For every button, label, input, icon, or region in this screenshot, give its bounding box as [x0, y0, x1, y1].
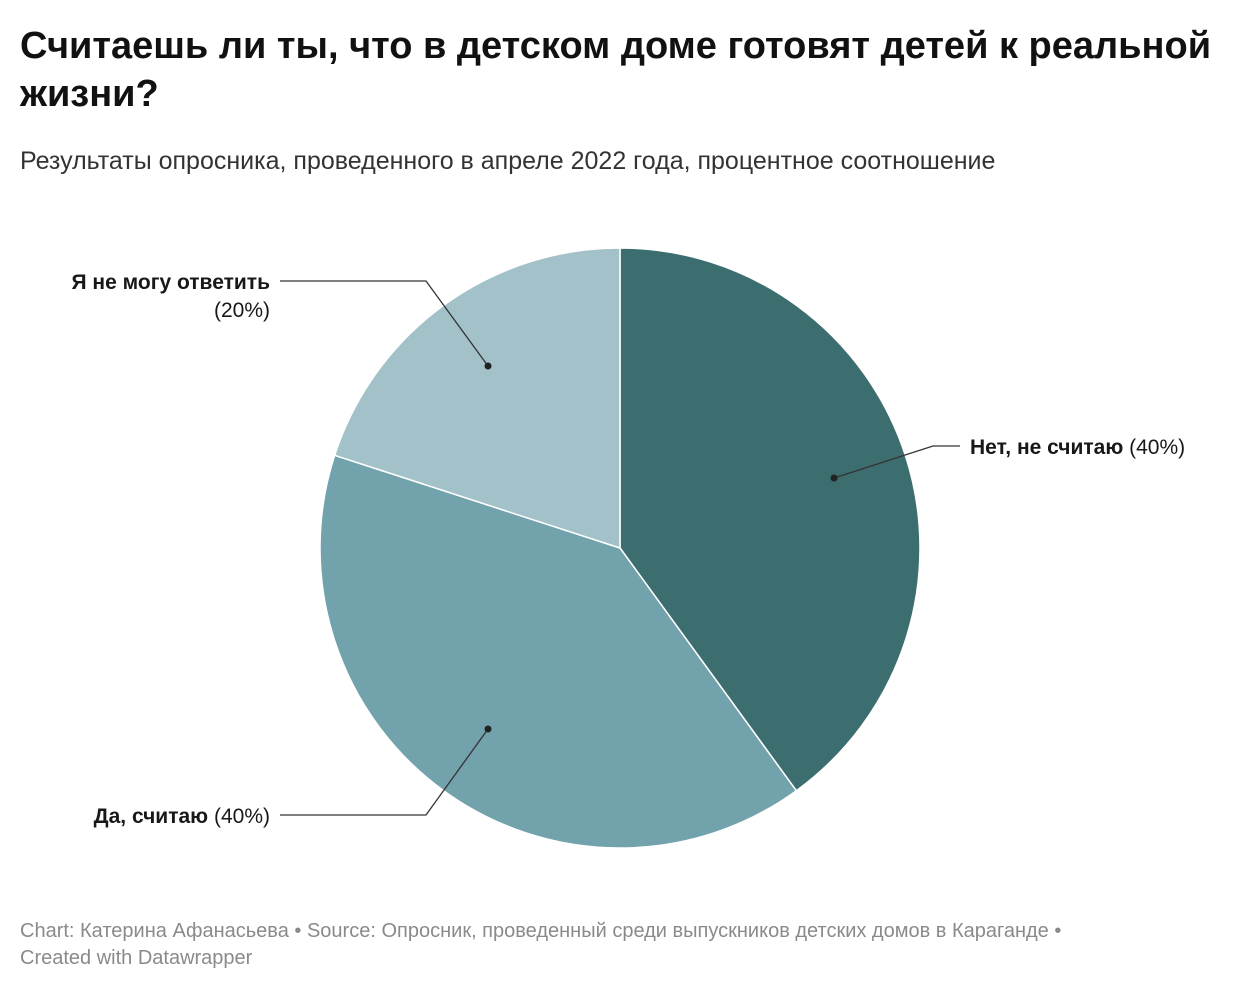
- chart-subtitle: Результаты опросника, проведенного в апр…: [20, 147, 996, 175]
- leader-dot-no: [830, 474, 838, 482]
- footer-author: Катерина Афанасьева: [80, 920, 289, 942]
- slice-value-cannot-answer: (20%): [214, 299, 270, 322]
- slice-label-no: Нет, не считаю: [970, 436, 1123, 459]
- svg-text:Нет, не считаю (40%): Нет, не считаю (40%): [970, 436, 1185, 459]
- leader-line-no: [833, 445, 960, 479]
- slice-label-cannot-answer: Я не могу ответить: [72, 271, 271, 294]
- slice-label-yes: Да, считаю: [94, 805, 209, 828]
- pie-slices: [319, 247, 921, 849]
- footer-chart-label: Chart:: [20, 920, 75, 942]
- label-group-yes: Да, считаю (40%): [94, 725, 492, 828]
- chart-title: Считаешь ли ты, что в детском доме готов…: [20, 25, 1212, 115]
- svg-text:Да, считаю (40%): Да, считаю (40%): [94, 805, 270, 828]
- svg-text:(20%): (20%): [214, 299, 270, 322]
- footer-source-label: Source:: [306, 920, 376, 942]
- svg-text:Я не могу ответить: Я не могу ответить: [72, 271, 271, 294]
- slice-value-yes: (40%): [214, 805, 270, 828]
- leader-dot-cannot-answer: [484, 362, 492, 370]
- leader-line-yes: [280, 728, 489, 816]
- label-group-no: Нет, не считаю (40%): [830, 436, 1185, 482]
- leader-dot-yes: [484, 725, 492, 733]
- footer-created-with: Created with Datawrapper: [20, 947, 253, 969]
- leader-line-cannot-answer: [280, 280, 489, 367]
- footer-separator: •: [294, 920, 302, 942]
- slice-value-no: (40%): [1129, 436, 1185, 459]
- footer-source: Опросник, проведенный среди выпускников …: [381, 920, 1049, 942]
- footer-separator: •: [1054, 920, 1062, 942]
- label-group-cannot-answer: Я не могу ответить (20%): [72, 271, 492, 370]
- chart-footer: Chart: Катерина Афанасьева • Source: Опр…: [20, 918, 1220, 972]
